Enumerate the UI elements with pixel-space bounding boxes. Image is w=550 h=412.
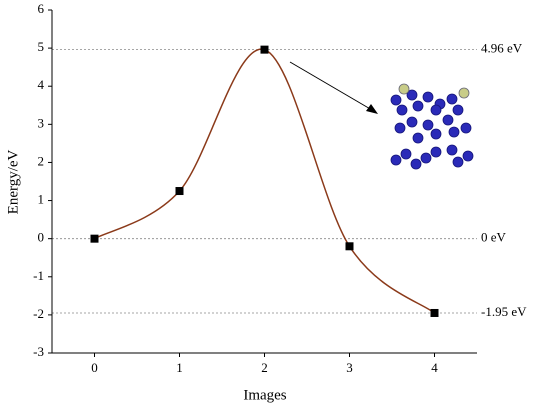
arrow [289, 61, 373, 111]
atom-highlight [458, 87, 470, 99]
y-tick-label: -3 [33, 344, 44, 359]
atoms [390, 89, 474, 170]
y-tick-label: 3 [38, 115, 45, 130]
y-axis-label: Energy/eV [5, 149, 21, 214]
y-tick-label: 5 [38, 39, 45, 54]
x-axis-label: Images [243, 387, 286, 403]
x-tick-label: 3 [346, 360, 353, 375]
marker [260, 45, 269, 54]
line [94, 48, 435, 314]
x-tick-label: 1 [176, 360, 183, 375]
x-tick-label: 0 [91, 360, 98, 375]
reference-label: 0 eV [481, 230, 507, 245]
arrow-head [366, 104, 378, 114]
reference-label: -1.95 eV [481, 304, 527, 319]
marker [90, 234, 99, 243]
y-tick-label: -2 [33, 306, 44, 321]
atom-highlight [398, 83, 410, 95]
x-tick-label: 4 [431, 360, 438, 375]
marker [345, 242, 354, 251]
marker [430, 308, 439, 317]
y-tick-label: -1 [33, 268, 44, 283]
y-tick-label: 1 [38, 192, 45, 207]
reference-label: 4.96 eV [481, 41, 523, 56]
marker [175, 187, 184, 196]
y-tick-label: 0 [38, 230, 45, 245]
y-tick-label: 2 [38, 153, 45, 168]
y-tick-label: 6 [38, 1, 45, 16]
structure-inset [289, 61, 474, 170]
x-tick-label: 2 [261, 360, 268, 375]
y-tick-label: 4 [38, 77, 45, 92]
